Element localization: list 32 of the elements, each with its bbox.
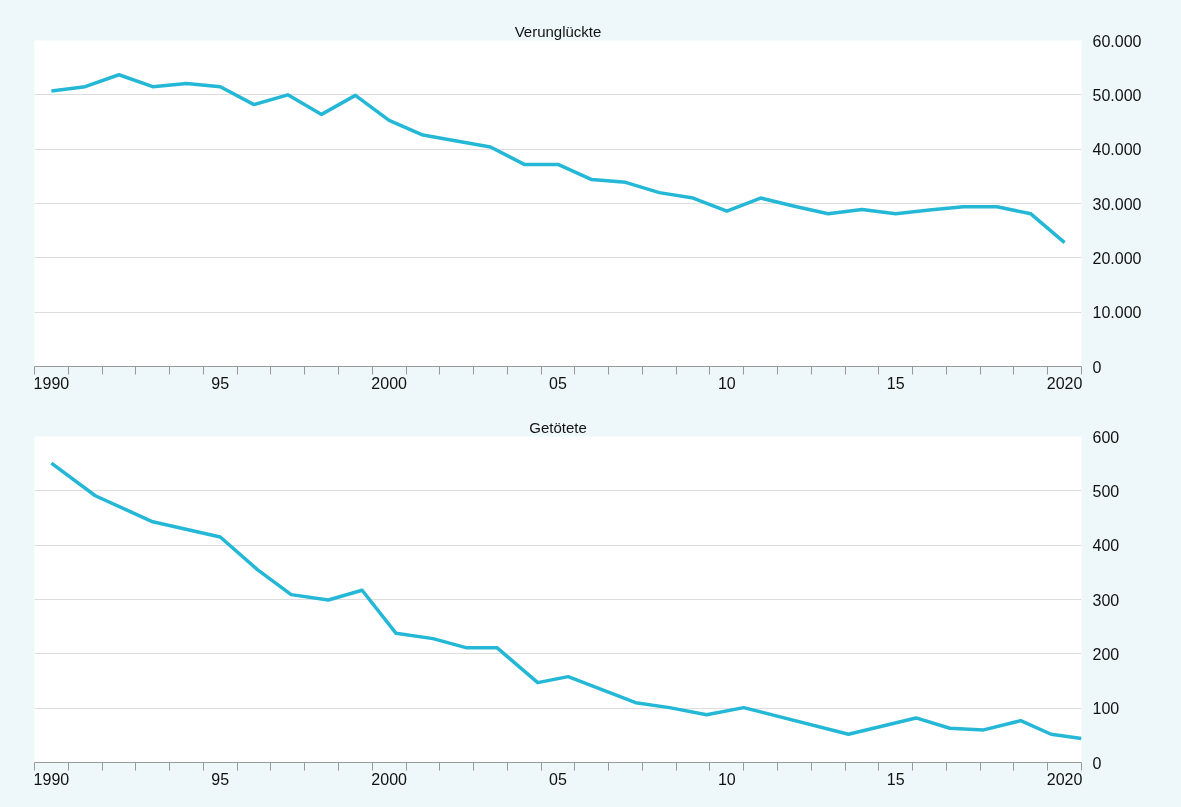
y-tick-label: 500 <box>1092 482 1120 500</box>
x-tick-label: 10 <box>717 770 736 788</box>
line-series <box>49 72 1067 245</box>
y-tick-label: 50.000 <box>1092 86 1142 104</box>
x-tick-label: 2020 <box>1046 770 1083 788</box>
chart-title: Verunglückte <box>514 22 602 40</box>
x-tick-label: 2000 <box>371 770 408 788</box>
x-tick-label: 2020 <box>1046 374 1083 392</box>
line-series <box>49 461 1082 741</box>
y-tick-label: 10.000 <box>1092 304 1142 322</box>
y-tick-label: 40.000 <box>1092 141 1142 159</box>
y-tick-label: 600 <box>1092 428 1120 446</box>
y-tick-label: 300 <box>1092 591 1120 609</box>
x-tick-label: 95 <box>211 374 230 392</box>
y-tick-label: 400 <box>1092 537 1120 555</box>
x-tick-label: 1990 <box>33 770 70 788</box>
x-tick-label: 95 <box>211 770 230 788</box>
y-tick-label: 100 <box>1092 700 1120 718</box>
chart-title: Getötete <box>529 418 587 436</box>
y-tick-label: 60.000 <box>1092 32 1142 50</box>
y-tick-label: 30.000 <box>1092 195 1142 213</box>
y-tick-label: 200 <box>1092 645 1120 663</box>
x-tick-label: 15 <box>886 374 905 392</box>
x-tick-label: 1990 <box>33 374 70 392</box>
y-tick-label: 0 <box>1092 358 1102 376</box>
x-tick-label: 05 <box>549 374 567 392</box>
y-tick-label: 0 <box>1092 754 1102 772</box>
y-tick-label: 20.000 <box>1092 249 1142 267</box>
x-tick-label: 2000 <box>371 374 408 392</box>
x-tick-label: 10 <box>717 374 736 392</box>
x-tick-label: 05 <box>549 770 567 788</box>
x-tick-label: 15 <box>886 770 905 788</box>
